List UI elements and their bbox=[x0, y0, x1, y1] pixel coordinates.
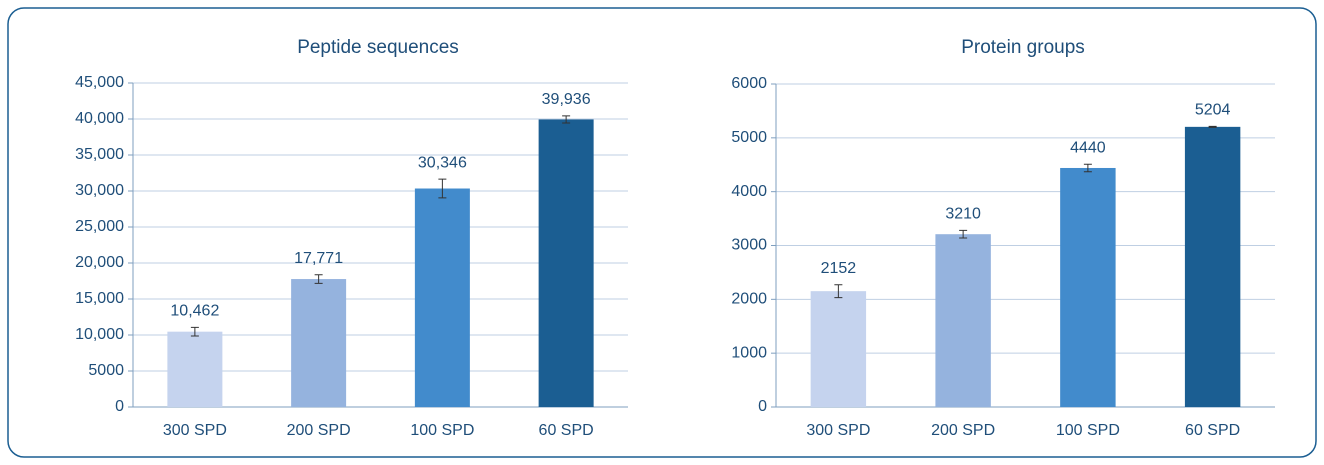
y-tick-label: 0 bbox=[115, 398, 124, 415]
y-tick-label: 40,000 bbox=[75, 110, 124, 127]
x-tick-label: 100 SPD bbox=[410, 422, 474, 439]
bar bbox=[935, 234, 991, 407]
y-tick-label: 20,000 bbox=[75, 254, 124, 271]
bar bbox=[1184, 126, 1241, 408]
frame bbox=[7, 7, 1317, 458]
error-bar bbox=[959, 229, 968, 239]
value-label: 5204 bbox=[1195, 102, 1231, 119]
error-bar bbox=[1208, 125, 1217, 128]
bar bbox=[1060, 167, 1116, 407]
x-tick-label: 200 SPD bbox=[931, 422, 995, 439]
value-label: 4440 bbox=[1070, 139, 1106, 156]
value-label: 2152 bbox=[821, 260, 857, 277]
error-bar bbox=[834, 284, 843, 299]
y-tick-label: 6000 bbox=[731, 75, 767, 92]
x-tick-label: 300 SPD bbox=[163, 422, 227, 439]
bar bbox=[291, 279, 347, 407]
value-label: 39,936 bbox=[542, 91, 591, 108]
bar bbox=[538, 119, 594, 407]
error-bar bbox=[438, 178, 447, 199]
y-tick-label: 45,000 bbox=[75, 74, 124, 91]
value-label: 3210 bbox=[945, 206, 981, 223]
y-tick-label: 5000 bbox=[731, 129, 767, 146]
y-tick-label: 30,000 bbox=[75, 182, 124, 199]
chart-title: Protein groups bbox=[961, 37, 1085, 58]
bar bbox=[414, 188, 470, 407]
x-tick-label: 100 SPD bbox=[1056, 422, 1120, 439]
error-bar bbox=[1083, 163, 1092, 173]
y-tick-label: 25,000 bbox=[75, 218, 124, 235]
x-tick-label: 300 SPD bbox=[806, 422, 870, 439]
y-tick-label: 35,000 bbox=[75, 146, 124, 163]
y-tick-label: 5000 bbox=[88, 362, 124, 379]
y-tick-label: 0 bbox=[758, 398, 767, 415]
y-tick-label: 3000 bbox=[731, 237, 767, 254]
y-tick-label: 4000 bbox=[731, 183, 767, 200]
y-tick-label: 10,000 bbox=[75, 326, 124, 343]
x-tick-label: 200 SPD bbox=[287, 422, 351, 439]
x-tick-label: 60 SPD bbox=[539, 422, 594, 439]
bar bbox=[810, 291, 867, 407]
chart-title: Peptide sequences bbox=[297, 37, 459, 58]
bar bbox=[167, 331, 223, 407]
y-tick-label: 1000 bbox=[731, 344, 767, 361]
error-bar bbox=[190, 326, 199, 337]
x-tick-label: 60 SPD bbox=[1185, 422, 1240, 439]
value-label: 17,771 bbox=[294, 250, 343, 267]
value-label: 30,346 bbox=[418, 154, 467, 171]
error-bar bbox=[562, 115, 571, 124]
error-bar bbox=[314, 274, 323, 284]
value-label: 10,462 bbox=[170, 303, 219, 320]
y-tick-label: 15,000 bbox=[75, 290, 124, 307]
y-tick-label: 2000 bbox=[731, 291, 767, 308]
